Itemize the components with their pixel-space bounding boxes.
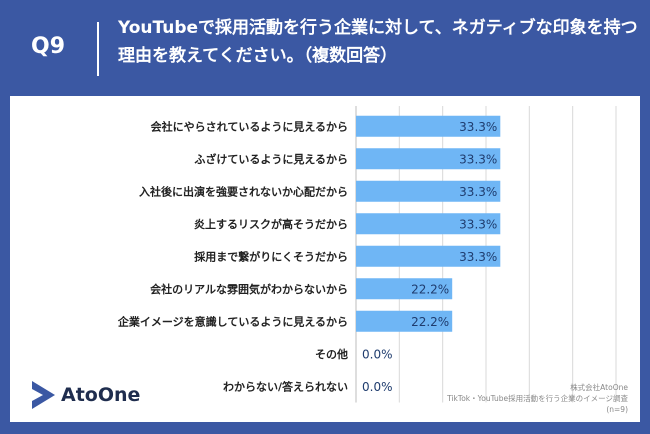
bar bbox=[356, 310, 453, 332]
bar bbox=[356, 213, 501, 235]
question-number: Q9 bbox=[31, 34, 66, 59]
value-label: 33.3% bbox=[459, 152, 497, 166]
atoone-play-icon bbox=[32, 381, 55, 409]
atoone-logo: AtoOne bbox=[30, 379, 140, 411]
bar bbox=[356, 115, 501, 137]
category-label: 採用まで繋がりにくそうだから bbox=[194, 249, 348, 263]
bar bbox=[356, 180, 501, 202]
chart-panel: 会社にやらされているように見えるから 33.3% ふざけているように見えるから 33.… bbox=[10, 96, 640, 422]
category-label: 炎上するリスクが高そうだから bbox=[194, 217, 348, 231]
value-label: 22.2% bbox=[411, 282, 449, 296]
credit-survey: TikTok・YouTube採用活動を行う企業のイメージ調査 bbox=[447, 394, 628, 403]
value-label: 0.0% bbox=[362, 347, 393, 361]
category-label: わからない/答えられない bbox=[223, 379, 348, 393]
source-credit: 株式会社AtoOne TikTok・YouTube採用活動を行う企業のイメージ調… bbox=[447, 382, 628, 415]
bar bbox=[356, 148, 501, 170]
question-title: YouTubeで採用活動を行う企業に対して、ネガティブな印象を持つ理由を教えてく… bbox=[118, 18, 638, 66]
value-label: 22.2% bbox=[411, 315, 449, 329]
credit-sample: (n=9) bbox=[606, 405, 628, 414]
bar bbox=[356, 245, 501, 267]
value-label: 33.3% bbox=[459, 250, 497, 264]
category-label: ふざけているように見えるから bbox=[194, 152, 348, 166]
logo-text: AtoOne bbox=[61, 384, 141, 406]
category-label: 会社のリアルな雰囲気がわからないから bbox=[150, 282, 348, 296]
category-label: 企業イメージを意識しているように見えるから bbox=[117, 314, 348, 328]
header: Q9 YouTubeで採用活動を行う企業に対して、ネガティブな印象を持つ理由を教… bbox=[0, 0, 650, 96]
value-label: 0.0% bbox=[362, 380, 393, 394]
value-label: 33.3% bbox=[459, 120, 497, 134]
value-label: 33.3% bbox=[459, 217, 497, 231]
bar bbox=[356, 278, 453, 300]
credit-company: 株式会社AtoOne bbox=[570, 383, 628, 392]
category-label: 会社にやらされているように見えるから bbox=[151, 119, 348, 133]
category-label: その他 bbox=[315, 347, 348, 361]
category-label: 入社後に出演を強要されないか心配だから bbox=[139, 184, 348, 198]
value-label: 33.3% bbox=[459, 185, 497, 199]
header-divider bbox=[97, 22, 99, 76]
bar-chart: 会社にやらされているように見えるから 33.3% ふざけているように見えるから 33.… bbox=[117, 106, 617, 403]
